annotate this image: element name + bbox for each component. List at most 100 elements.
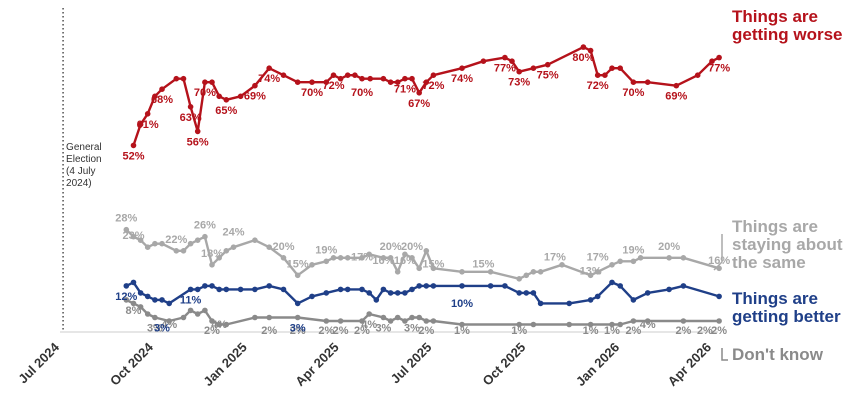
- data-label: 74%: [451, 73, 473, 85]
- data-point: [423, 79, 430, 85]
- data-point: [337, 318, 344, 324]
- data-point: [294, 79, 301, 85]
- data-label: 3%: [404, 323, 420, 335]
- data-point: [187, 240, 194, 247]
- data-point: [530, 290, 537, 296]
- data-point: [487, 283, 494, 289]
- data-point: [394, 269, 401, 275]
- data-point: [152, 240, 158, 247]
- data-point: [166, 318, 172, 324]
- data-label: 15%: [287, 258, 309, 270]
- data-point: [402, 318, 408, 324]
- annotation-line: General: [66, 142, 102, 153]
- data-point: [587, 47, 594, 54]
- data-point: [337, 75, 344, 82]
- data-point: [194, 237, 201, 243]
- data-point: [266, 314, 273, 321]
- data-label: 12%: [115, 291, 137, 303]
- data-label: 72%: [322, 80, 344, 92]
- data-label: 28%: [115, 213, 137, 225]
- data-point: [387, 318, 394, 324]
- data-label: 2%: [261, 325, 277, 337]
- data-label: 61%: [137, 119, 159, 131]
- data-point: [137, 290, 144, 296]
- general-election-annotation: General Election (4 July 2024): [66, 142, 102, 189]
- series-title-line: Things are: [732, 217, 818, 236]
- data-point: [680, 254, 687, 261]
- data-point: [602, 72, 608, 78]
- data-label: 24%: [222, 227, 244, 239]
- data-label: 26%: [194, 220, 216, 232]
- data-label: 4%: [640, 319, 656, 331]
- data-point: [309, 79, 315, 85]
- data-point: [137, 237, 144, 243]
- data-point: [359, 75, 365, 82]
- data-point: [409, 286, 415, 293]
- data-label: 80%: [572, 52, 594, 64]
- data-point: [666, 286, 672, 293]
- data-label: 2%: [333, 325, 349, 337]
- data-point: [487, 269, 494, 275]
- data-label: 20%: [380, 241, 402, 253]
- data-point: [516, 321, 522, 328]
- data-point: [202, 79, 208, 85]
- data-point: [630, 297, 637, 303]
- data-point: [373, 297, 380, 303]
- data-label: 3%: [154, 323, 170, 335]
- data-point: [173, 248, 180, 254]
- series-title-line: Things are: [732, 289, 818, 308]
- data-label: 3%: [147, 323, 163, 335]
- series-title-line: Don't know: [732, 345, 824, 364]
- x-tick-label: Jan 2026: [573, 340, 622, 389]
- data-point: [130, 300, 137, 307]
- data-point: [144, 311, 151, 317]
- data-point: [337, 254, 344, 261]
- data-point: [630, 318, 637, 324]
- data-point: [144, 293, 151, 300]
- data-point: [409, 314, 415, 321]
- data-point: [680, 283, 687, 289]
- data-point: [523, 290, 530, 296]
- data-point: [402, 290, 408, 296]
- data-point: [609, 262, 615, 268]
- data-point: [216, 321, 222, 328]
- data-label: 1%: [583, 325, 599, 337]
- data-point: [202, 307, 208, 314]
- data-point: [409, 254, 415, 261]
- data-label: 2%: [697, 325, 713, 337]
- data-point: [352, 72, 358, 78]
- data-point: [216, 93, 222, 100]
- x-tick-label: Apr 2025: [292, 340, 341, 389]
- series-title-line: getting better: [732, 307, 841, 326]
- data-point: [609, 321, 615, 328]
- data-label: 2%: [204, 325, 220, 337]
- data-label: 70%: [622, 87, 644, 99]
- data-label: 72%: [422, 80, 444, 92]
- data-point: [430, 283, 437, 289]
- data-label: 22%: [165, 234, 187, 246]
- data-label: 23%: [122, 230, 144, 242]
- data-label: 3%: [290, 323, 306, 335]
- data-label: 75%: [537, 70, 559, 82]
- data-point: [209, 318, 215, 324]
- data-point: [566, 321, 572, 328]
- data-label: 2%: [625, 325, 641, 337]
- data-label: 19%: [315, 244, 337, 256]
- x-tick-label: Jul 2024: [15, 339, 62, 386]
- data-point: [159, 240, 165, 247]
- data-point: [344, 286, 351, 293]
- data-point: [252, 237, 258, 243]
- data-point: [644, 318, 651, 324]
- data-point: [630, 79, 637, 85]
- data-point: [459, 283, 465, 289]
- data-point: [237, 286, 244, 293]
- series-title-line: the same: [732, 253, 806, 272]
- data-label: 4%: [361, 319, 377, 331]
- data-point: [152, 93, 158, 100]
- data-point: [380, 75, 387, 82]
- data-point: [323, 79, 330, 85]
- x-tick-label: Oct 2024: [107, 339, 156, 388]
- data-point: [323, 258, 330, 265]
- data-point: [423, 318, 430, 324]
